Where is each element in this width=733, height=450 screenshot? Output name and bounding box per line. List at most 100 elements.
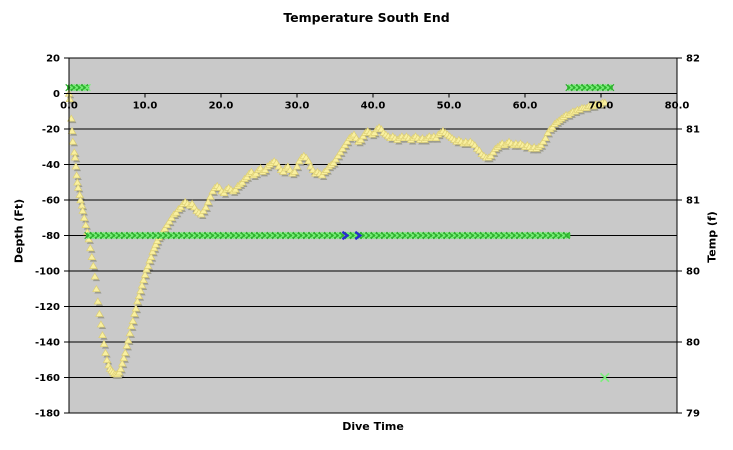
tick-label: 81 [686, 125, 700, 136]
data-point [486, 151, 496, 159]
tick-label: 40.0 [361, 101, 386, 112]
data-point [431, 133, 441, 142]
data-point [165, 217, 174, 225]
data-point [124, 336, 133, 344]
tick-label: 60.0 [513, 101, 538, 112]
data-point [127, 322, 136, 330]
data-point [89, 261, 98, 269]
data-point [206, 192, 215, 200]
data-point [541, 133, 550, 142]
data-point [119, 354, 128, 362]
data-point [67, 126, 77, 134]
data-point [65, 94, 74, 102]
data-point [93, 297, 103, 305]
data-point [139, 275, 148, 284]
data-point [333, 151, 343, 159]
data-point [68, 137, 78, 145]
data-point [201, 203, 211, 211]
data-point [338, 144, 347, 152]
data-point [295, 157, 304, 165]
data-point [149, 244, 159, 252]
data-point [92, 284, 101, 292]
data-point [358, 132, 368, 140]
tick-label: -140 [35, 338, 60, 349]
data-point [356, 135, 366, 143]
tick-label: 20 [46, 54, 60, 65]
right-y-axis-title: Temp (f) [705, 211, 719, 263]
data-point [160, 224, 169, 232]
data-point [86, 244, 95, 252]
data-point [73, 183, 83, 191]
data-point [342, 137, 352, 145]
data-point [197, 210, 206, 218]
data-point [539, 137, 548, 145]
data-point [99, 339, 109, 347]
data-point [151, 240, 160, 248]
data-point [137, 281, 147, 289]
data-point [96, 320, 106, 328]
data-point [336, 148, 345, 156]
temp-marker [600, 372, 610, 383]
data-point [130, 309, 139, 317]
data-point [136, 286, 145, 294]
right-y-axis: 82 81 81 80 80 79 [677, 54, 700, 420]
data-point [488, 148, 498, 156]
data-point [79, 213, 89, 221]
data-point [548, 123, 557, 131]
bookmark-series [341, 230, 363, 241]
data-point [95, 309, 104, 317]
data-point [116, 364, 125, 372]
temp-marker [604, 83, 612, 92]
tick-label: -20 [42, 125, 60, 136]
data-point [117, 359, 127, 367]
bookmark-marker [354, 230, 363, 241]
data-point [171, 208, 181, 216]
temp-marker [606, 83, 615, 92]
data-point [148, 247, 157, 255]
data-point [87, 252, 97, 260]
data-point [145, 256, 154, 264]
data-point [81, 220, 90, 228]
data-point [131, 304, 141, 312]
data-point [219, 189, 229, 197]
data-point [238, 178, 247, 186]
data-point [329, 158, 338, 166]
data-point [290, 167, 299, 175]
data-point [78, 206, 87, 214]
data-point [317, 171, 327, 179]
data-point [90, 272, 100, 280]
data-point [70, 153, 80, 161]
tick-label: -40 [42, 160, 60, 171]
data-point [340, 141, 350, 149]
tick-label: -180 [35, 409, 60, 420]
x-axis: 0.0 10.0 20.0 30.0 40.0 50.0 60.0 70.0 80.0 [60, 93, 690, 112]
data-point [101, 348, 110, 356]
tick-label: 79 [686, 409, 700, 420]
tick-label: 20.0 [209, 101, 234, 112]
data-point [167, 213, 176, 221]
data-point [133, 297, 142, 305]
data-point [134, 291, 144, 299]
temp-marker [83, 83, 91, 92]
data-point [146, 252, 156, 260]
tick-label: -60 [42, 196, 60, 207]
data-point [536, 141, 546, 149]
data-point [72, 171, 81, 179]
data-point [143, 261, 153, 269]
tick-label: 50.0 [437, 101, 462, 112]
data-point [279, 167, 288, 175]
temp-marker [560, 231, 568, 240]
data-point [152, 236, 162, 244]
data-point [322, 165, 331, 173]
data-point [122, 341, 131, 349]
temp-marker [562, 231, 571, 240]
tick-label: -80 [42, 231, 60, 242]
data-point [331, 155, 340, 163]
data-point [203, 197, 213, 205]
data-point [600, 98, 610, 106]
chart-title: Temperature South End [283, 10, 450, 25]
tick-label: 80.0 [665, 101, 690, 112]
data-point [543, 128, 553, 136]
tick-label: 81 [686, 196, 700, 207]
